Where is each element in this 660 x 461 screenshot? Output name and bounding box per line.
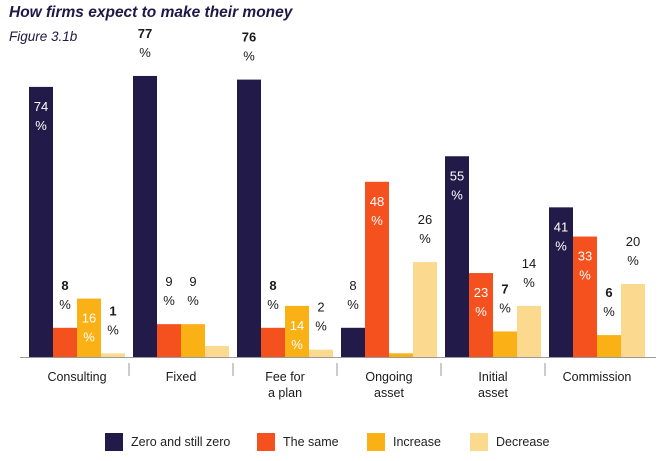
bar [445, 156, 469, 357]
legend-label: Increase [393, 435, 441, 449]
data-label: 48% [370, 194, 384, 228]
bar [597, 335, 621, 357]
data-label: 6% [603, 285, 615, 319]
category-label: Initial asset [478, 370, 508, 400]
data-label: 16% [82, 311, 96, 345]
bar-chart: 74 % 8 % 16 % 1 % Consulting 77 % 9 % 9 % 3 % Fixed 76 % 8 % 1… [20, 26, 656, 400]
category-label: Commission [563, 370, 632, 384]
bar [29, 86, 53, 358]
data-label: 26% [418, 212, 432, 246]
bar [205, 346, 229, 357]
data-label: 9% [163, 274, 175, 308]
data-label: 7% [499, 281, 511, 315]
legend-label: The same [283, 435, 339, 449]
bar [621, 284, 645, 357]
bar [469, 273, 493, 357]
legend-swatch [105, 433, 123, 451]
data-label: 1% [395, 365, 407, 399]
data-label: 55% [450, 168, 464, 202]
legend-item: The same [257, 433, 339, 451]
chart-title: How firms expect to make their money [9, 4, 293, 21]
category-label: Ongoing asset [365, 370, 412, 400]
bar [517, 305, 541, 357]
bar [413, 262, 437, 357]
legend-label: Zero and still zero [131, 435, 231, 449]
bar [181, 324, 205, 357]
data-label: 23% [474, 285, 488, 319]
legend-label: Decrease [496, 435, 550, 449]
category-label: Consulting [47, 370, 106, 384]
legend-item: Decrease [470, 433, 550, 451]
data-label: 74% [34, 99, 48, 133]
bar [261, 327, 285, 357]
legend-swatch [470, 433, 488, 451]
bar [157, 324, 181, 357]
data-label: 3% [211, 358, 223, 392]
bar [341, 327, 365, 357]
legend-item: Zero and still zero [105, 433, 230, 451]
data-label: 14% [290, 318, 304, 352]
category-label: Fixed [166, 370, 197, 384]
bar [133, 75, 157, 357]
data-label: 2% [315, 300, 327, 334]
legend-item: Increase [367, 433, 441, 451]
data-label: 8% [59, 278, 71, 312]
data-label: 9% [187, 274, 199, 308]
bar [549, 207, 573, 357]
data-label: 77% [138, 26, 152, 60]
data-label: 8% [347, 278, 359, 312]
figure-number: Figure 3.1b [9, 29, 78, 44]
data-label: 8% [267, 278, 279, 312]
bar [101, 353, 125, 357]
bar [53, 327, 77, 357]
data-label: 41% [554, 219, 568, 253]
data-label: 14% [522, 256, 536, 290]
bar [77, 298, 101, 357]
category-label: Fee for a plan [265, 370, 305, 400]
bar [285, 305, 309, 357]
bar [573, 236, 597, 357]
bar [237, 79, 261, 357]
legend-swatch [367, 433, 385, 451]
data-label: 76% [242, 30, 256, 64]
legend-swatch [257, 433, 275, 451]
data-label: 33% [578, 249, 592, 283]
bar [309, 349, 333, 357]
bar [493, 331, 517, 357]
data-label: 1% [107, 303, 119, 337]
data-label: 20% [626, 234, 640, 268]
bar [365, 181, 389, 357]
legend: Zero and still zero The same Increase Decre… [0, 433, 660, 455]
bar [389, 353, 413, 357]
